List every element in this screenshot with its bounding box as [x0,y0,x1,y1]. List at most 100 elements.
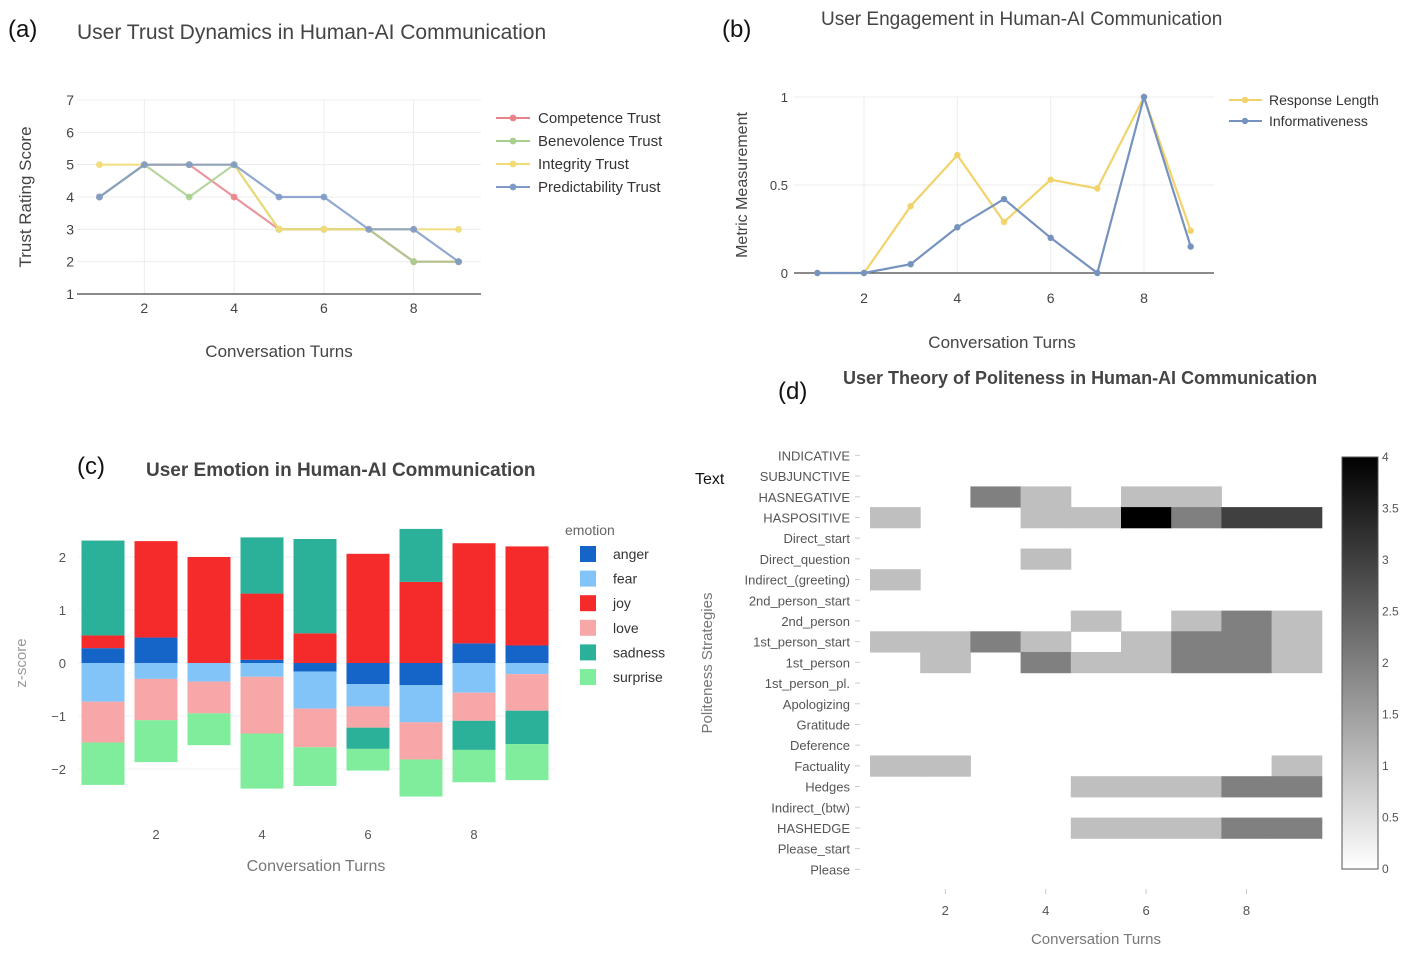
c-bar-segment-fear [134,663,178,679]
d-heatmap-cell [1070,610,1122,632]
d-heatmap-cell [870,631,921,653]
b-x-tick-label: 6 [1047,290,1055,306]
c-bar-segment-joy [240,593,284,660]
a-series-line-benevolence [98,163,459,263]
c-bar-segment-fear [452,663,496,693]
d-row-label: Factuality [794,759,850,774]
b-x-tick-label: 4 [953,290,961,306]
d-row-label: Deference [790,738,850,753]
c-bar-segment-anger [81,648,125,663]
c-legend-label-fear: fear [613,571,637,587]
d-heatmap-cell [1070,776,1122,798]
d-row-label: Apologizing [783,697,850,712]
c-bar-segment-fear [346,684,390,707]
b-point-response_length [1047,176,1054,183]
c-x-tick-label: 4 [258,827,265,842]
panel-d-text-label: Text [695,471,725,488]
d-heatmap-cell [1171,631,1222,653]
c-bar-segment-fear [240,663,284,677]
c-bar-segment-anger [240,659,284,663]
d-heatmap-cell [870,507,921,529]
d-heatmap-cell [970,631,1022,653]
a-legend-marker-benevolence [509,137,517,145]
c-bar-segment-love [399,722,443,760]
a-point-predictability [455,258,462,266]
c-bar-segment-sadness [293,538,337,634]
c-y-tick-label: 1 [59,603,66,618]
c-y-tick-label: −2 [51,762,66,777]
d-row-label: Gratitude [797,717,850,732]
d-row-label: 1st_person [786,655,850,670]
d-x-tick-label: 4 [1042,903,1049,918]
c-bar-segment-sadness [240,537,284,594]
d-heatmap-cell [1271,776,1323,798]
d-x-tick-label: 2 [942,903,949,918]
d-row-label: 1st_person_pl. [765,676,850,691]
c-legend-label-surprise: surprise [613,669,663,685]
a-x-tick-label: 6 [320,300,328,316]
a-series-line-competence [98,163,459,263]
c-bar-segment-love [293,708,337,748]
d-colorbar-tick-label: 1.5 [1382,708,1399,722]
b-point-informativeness [1094,269,1101,277]
panel-c-x-axis-label: Conversation Turns [247,858,386,875]
c-bar-segment-surprise [399,759,443,797]
d-heatmap-cell [1070,817,1122,839]
b-legend-marker-informativeness [1241,117,1249,125]
panel-a-y-axis-label: Trust Rating Score [16,126,35,267]
c-bar-segment-fear [399,685,443,723]
d-row-label: SUBJUNCTIVE [760,469,851,484]
a-point-integrity [275,225,283,233]
c-legend-label-sadness: sadness [613,644,665,660]
b-x-tick-label: 2 [860,290,868,306]
a-point-predictability [96,193,103,201]
d-row-label: 2nd_person_start [749,593,851,608]
a-point-predictability [140,161,148,169]
c-bar-segment-surprise [134,720,178,763]
a-legend-marker-predictability [509,183,517,191]
d-row-label: Please [810,862,850,877]
d-heatmap-cell [1020,486,1072,508]
c-bar-segment-surprise [293,747,337,786]
panel-d-x-axis-label: Conversation Turns [1031,931,1161,948]
c-y-tick-label: 2 [59,550,66,565]
d-heatmap-cell [970,486,1022,508]
panel-c-y-axis-label: z-score [13,638,30,687]
d-heatmap-cell [1171,776,1222,798]
d-colorbar-tick-label: 3 [1382,553,1389,567]
c-bar-segment-anger [399,663,443,686]
c-bar-segment-joy [134,541,178,638]
a-legend-label-benevolence: Benevolence Trust [538,133,663,150]
c-bar-segment-sadness [505,710,549,745]
a-y-tick-label: 7 [66,92,74,108]
c-legend-swatch-fear [580,570,596,587]
b-legend-label-informativeness: Informativeness [1269,113,1368,129]
c-bar-segment-anger [293,663,337,672]
d-heatmap-cell [1221,610,1273,632]
a-y-tick-label: 6 [66,124,74,140]
c-legend-label-anger: anger [613,546,649,562]
d-heatmap-cell [870,569,921,591]
c-x-tick-label: 6 [364,827,371,842]
d-heatmap-cell [870,755,921,777]
c-legend-label-love: love [613,620,639,636]
panel-b-y-axis-label: Metric Measurement [734,112,751,258]
d-heatmap-cell [1221,631,1273,653]
b-point-response_length [1000,218,1008,226]
a-point-integrity [96,161,103,169]
d-heatmap-cell [1121,507,1172,529]
c-legend-swatch-sadness [580,644,596,661]
a-legend-marker-integrity [509,160,517,168]
c-bar-segment-fear [187,663,231,682]
c-bar-segment-love [134,678,178,721]
d-row-label: HASNEGATIVE [758,490,850,505]
a-y-tick-label: 5 [66,157,74,173]
c-legend-swatch-joy [580,595,596,612]
panel-a: (a) User Trust Dynamics in Human-AI Comm… [8,16,663,361]
d-colorbar-tick-label: 1 [1382,759,1389,773]
c-legend-label-joy: joy [612,595,631,611]
a-series-line-predictability [98,163,460,263]
d-heatmap-cell [1020,631,1072,653]
b-y-tick-label: 0 [781,266,788,281]
